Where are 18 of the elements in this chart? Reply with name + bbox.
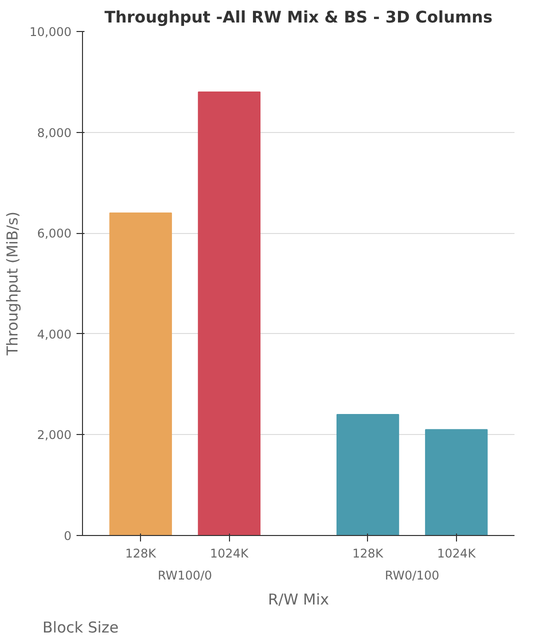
bar — [198, 91, 260, 536]
x-axis-title: R/W Mix — [268, 590, 330, 608]
y-tick-label: 6,000 — [37, 226, 72, 241]
y-tick-label: 2,000 — [37, 428, 72, 442]
y-tick-label: 8,000 — [37, 126, 72, 140]
bar — [109, 212, 172, 536]
text: Block Size — [42, 618, 119, 636]
x-tick-label: RW100/0 — [158, 568, 212, 582]
series-label: 128K — [125, 546, 158, 560]
chart-title: Throughput -All RW Mix & BS - 3D Columns — [104, 8, 493, 26]
y-tick-label: 0 — [64, 529, 72, 543]
series-label: 1024K — [210, 546, 250, 560]
x-tick-label: RW0/100 — [384, 568, 440, 582]
y-tick-label: 10,000 — [30, 25, 72, 39]
text: 1024K — [437, 546, 476, 560]
y-tick-label: 4,000 — [37, 327, 72, 342]
text: 128K — [352, 546, 384, 560]
y-axis-title: Throughput (MiB/s) — [4, 212, 22, 356]
